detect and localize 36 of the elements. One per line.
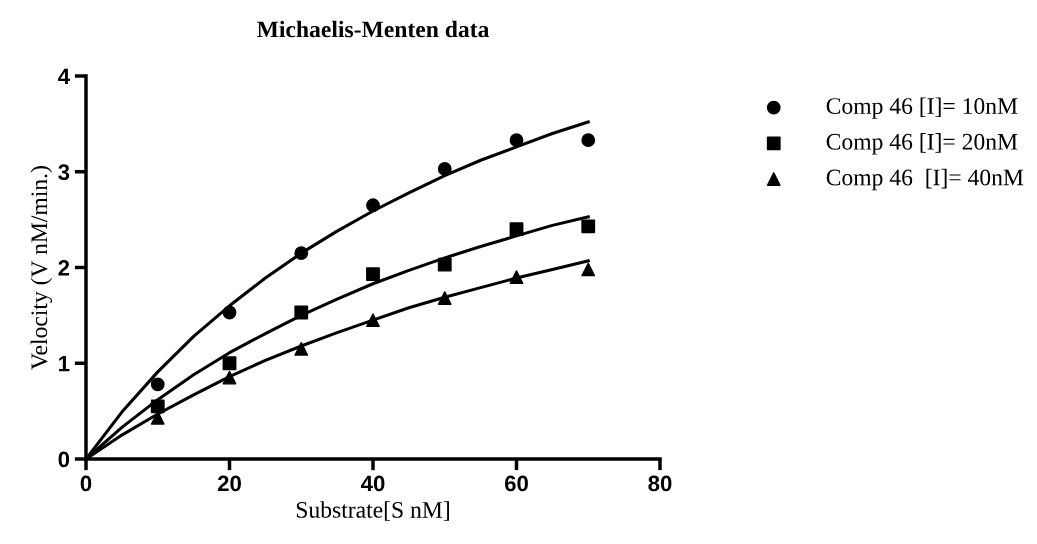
y-tick-label: 2 [58,260,70,276]
legend-label: Comp 46 [I]= 10nM [826,97,1018,119]
y-tick-label: 4 [58,68,70,85]
y-axis-title: Velocity (V nM/min.) [30,166,53,370]
point [366,267,380,282]
point [222,305,237,320]
point [150,399,165,414]
point [509,222,524,237]
point [222,356,237,371]
point [581,133,596,148]
x-tick-label: 20 [217,475,241,492]
point [294,246,309,261]
point [294,341,309,356]
x-tick-label: 80 [648,475,672,492]
point [437,291,452,306]
point [509,270,524,284]
x-tick-label: 60 [504,475,528,492]
point [150,377,165,392]
legend-label: Comp 46 [I]= 40nM [826,168,1024,191]
point [509,133,524,148]
point [366,198,380,213]
x-axis-title: Substrate[S nM] [296,501,449,521]
y-tick-label: 1 [59,356,70,372]
x-tick-label: 40 [360,475,385,492]
y-tick-label: 0 [58,451,70,468]
legend-label: Comp 46 [I]= 20nM [826,133,1018,155]
point [437,257,452,272]
x-tick-label: 0 [80,475,92,492]
chart-title: Michaelis-Menten data [257,20,490,38]
y-tick-label: 3 [58,164,70,181]
point [437,161,452,176]
point [222,370,237,385]
point [581,219,596,234]
point [294,305,309,320]
point [366,313,380,328]
point [581,262,596,277]
